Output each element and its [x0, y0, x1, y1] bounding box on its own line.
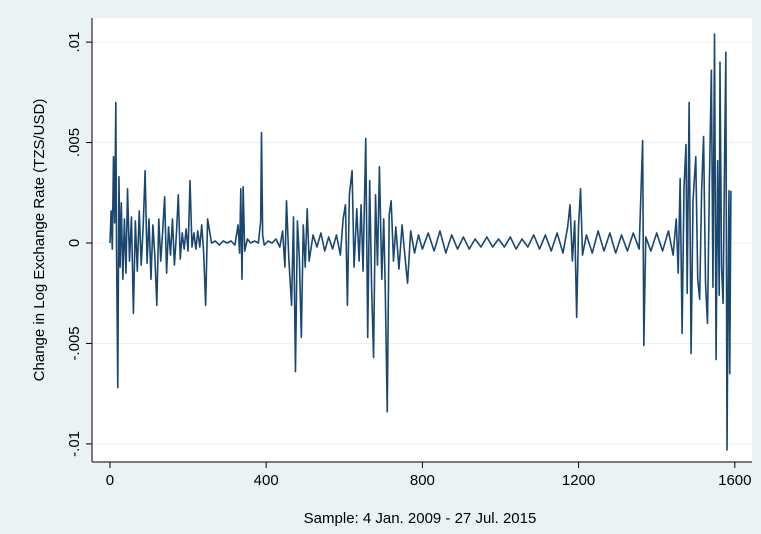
x-axis-label: Sample: 4 Jan. 2009 - 27 Jul. 2015: [304, 510, 537, 527]
y-axis-label: Change in Log Exchange Rate (TZS/USD): [31, 99, 48, 382]
x-tick-label: 400: [254, 472, 279, 489]
x-tick-label: 800: [410, 472, 435, 489]
y-tick-label: 0: [66, 239, 83, 247]
y-tick-label: -.005: [66, 326, 83, 360]
y-tick-label: .005: [66, 128, 83, 157]
x-tick-label: 1200: [562, 472, 595, 489]
y-tick-label: .01: [66, 32, 83, 53]
x-tick-label: 1600: [718, 472, 751, 489]
data-line: [109, 33, 732, 451]
x-tick-label: 0: [106, 472, 114, 489]
y-tick-label: -.01: [66, 431, 83, 457]
